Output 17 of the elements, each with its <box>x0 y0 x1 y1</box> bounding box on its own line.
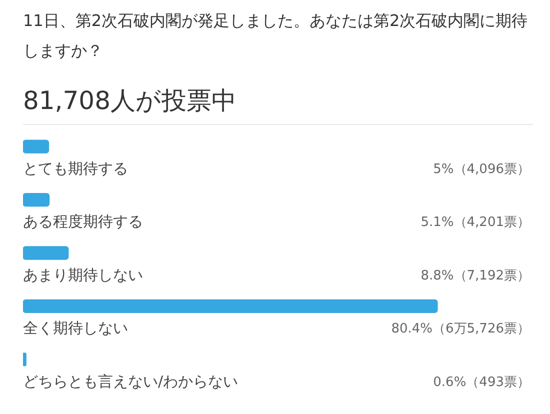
chart-subtitle: 81,708人が投票中 <box>23 85 236 117</box>
y-tick-label: どちらとも言えない/わからない <box>23 372 238 390</box>
data-label: 80.4%（6万5,726票） <box>391 322 530 337</box>
data-label: 5%（4,096票） <box>433 162 530 177</box>
bar <box>23 140 50 154</box>
bar <box>23 299 438 314</box>
bar <box>23 352 26 366</box>
data-label: 0.6%（493票） <box>433 374 530 390</box>
data-label: 8.8%（7,192票） <box>420 268 530 284</box>
bar <box>23 192 50 207</box>
y-tick-label: ある程度期待する <box>23 212 143 231</box>
y-tick-label: あまり期待しない <box>23 266 143 284</box>
y-tick-label: 全く期待しない <box>23 319 128 338</box>
bar <box>23 246 69 260</box>
data-label: 5.1%（4,201票） <box>420 215 530 230</box>
chart-title: 11日、第2次石破内閣が発足しました。あなたは第2次石破内閣に期待しますか？ <box>23 10 529 62</box>
y-tick-label: とても期待する <box>23 159 128 178</box>
